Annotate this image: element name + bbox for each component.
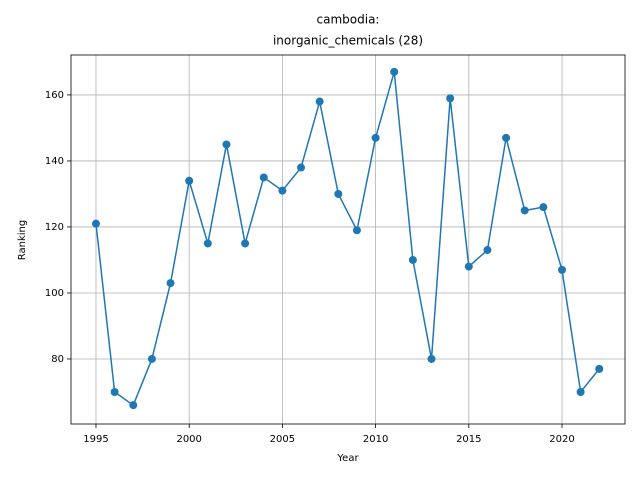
data-point bbox=[91, 219, 100, 228]
y-tick-label: 160 bbox=[45, 90, 64, 101]
data-point bbox=[259, 173, 268, 182]
data-point bbox=[166, 279, 175, 288]
x-tick-label: 1995 bbox=[83, 434, 108, 445]
data-point bbox=[185, 176, 194, 185]
data-point bbox=[203, 239, 212, 248]
chart-title: cambodia: bbox=[317, 13, 380, 27]
data-line bbox=[95, 71, 600, 407]
data-point bbox=[278, 186, 287, 195]
y-axis-label: Ranking bbox=[17, 220, 28, 260]
data-point bbox=[147, 354, 156, 363]
data-point bbox=[576, 387, 585, 396]
data-point bbox=[129, 401, 138, 410]
data-point bbox=[222, 140, 231, 149]
y-tick-label: 140 bbox=[45, 156, 64, 167]
y-tick-label: 80 bbox=[51, 354, 64, 365]
x-tick-label: 2015 bbox=[456, 434, 481, 445]
data-point bbox=[520, 206, 529, 215]
x-tick-label: 2020 bbox=[549, 434, 574, 445]
data-point bbox=[390, 67, 399, 76]
y-tick-label: 100 bbox=[45, 288, 64, 299]
data-point bbox=[464, 262, 473, 271]
data-point bbox=[427, 354, 436, 363]
data-point bbox=[297, 163, 306, 172]
data-point bbox=[557, 265, 566, 274]
data-point bbox=[110, 387, 119, 396]
data-point bbox=[595, 364, 604, 373]
data-point bbox=[502, 133, 511, 142]
plot-frame bbox=[70, 54, 626, 425]
data-point bbox=[334, 189, 343, 198]
data-point bbox=[408, 255, 417, 264]
chart-title: inorganic_chemicals (28) bbox=[273, 34, 423, 48]
x-tick-label: 2000 bbox=[176, 434, 201, 445]
x-tick-label: 2005 bbox=[270, 434, 295, 445]
data-point bbox=[315, 97, 324, 106]
data-point bbox=[483, 246, 492, 255]
y-tick-label: 120 bbox=[45, 222, 64, 233]
data-point bbox=[446, 94, 455, 103]
x-axis-label: Year bbox=[336, 453, 359, 464]
data-point bbox=[241, 239, 250, 248]
data-point bbox=[371, 133, 380, 142]
data-point bbox=[539, 203, 548, 212]
x-tick-label: 2010 bbox=[363, 434, 388, 445]
data-point bbox=[352, 226, 361, 235]
